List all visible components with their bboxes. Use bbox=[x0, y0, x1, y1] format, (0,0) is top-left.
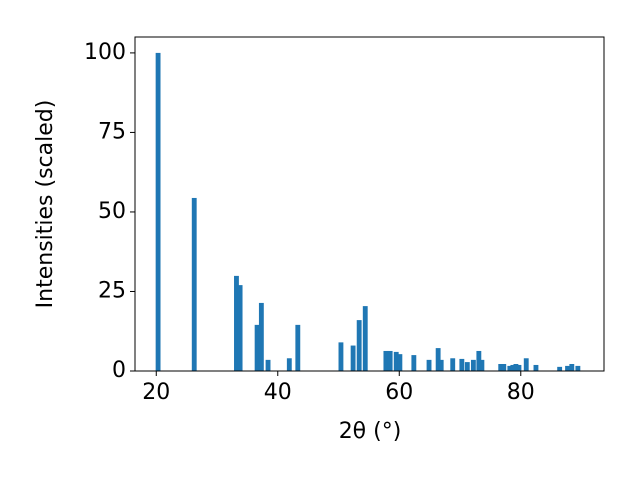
bar bbox=[464, 362, 470, 371]
y-tick-label: 75 bbox=[98, 119, 126, 144]
bar bbox=[507, 365, 513, 371]
y-tick-label: 0 bbox=[112, 358, 126, 383]
bar bbox=[479, 359, 485, 371]
bar bbox=[393, 351, 399, 371]
bar bbox=[295, 324, 301, 371]
bar bbox=[557, 366, 563, 371]
y-tick-label: 100 bbox=[84, 40, 126, 65]
bar bbox=[255, 348, 261, 371]
bar bbox=[450, 358, 456, 371]
bar bbox=[565, 365, 570, 371]
bar bbox=[459, 358, 465, 371]
bar bbox=[265, 359, 271, 371]
bar bbox=[362, 306, 368, 371]
bar bbox=[510, 364, 516, 371]
bar bbox=[501, 364, 507, 371]
bar bbox=[498, 364, 504, 371]
bar bbox=[237, 285, 243, 371]
bar bbox=[569, 364, 575, 371]
x-axis-label: 2θ (°) bbox=[339, 419, 402, 444]
bar bbox=[470, 359, 476, 371]
bar bbox=[383, 350, 389, 371]
bar bbox=[387, 350, 393, 371]
bar bbox=[575, 365, 581, 371]
bar bbox=[350, 345, 356, 371]
x-tick-label: 40 bbox=[264, 380, 292, 405]
bar bbox=[191, 197, 197, 371]
bar bbox=[411, 355, 417, 371]
bar bbox=[286, 358, 292, 371]
bar bbox=[533, 364, 539, 371]
bar bbox=[523, 358, 529, 371]
bar bbox=[397, 354, 403, 371]
bar bbox=[356, 320, 362, 371]
y-tick-label: 25 bbox=[98, 278, 126, 303]
bar bbox=[426, 359, 432, 371]
y-axis-label: Intensities (scaled) bbox=[33, 100, 58, 309]
plot-frame bbox=[134, 36, 605, 372]
bar bbox=[476, 350, 482, 371]
x-tick-label: 20 bbox=[142, 380, 170, 405]
bar bbox=[438, 359, 444, 371]
bar bbox=[258, 302, 264, 371]
bar bbox=[155, 52, 161, 372]
bar bbox=[435, 348, 441, 371]
x-tick-label: 60 bbox=[385, 380, 413, 405]
x-tick-label: 80 bbox=[507, 380, 535, 405]
bar bbox=[234, 275, 239, 371]
bar bbox=[338, 342, 344, 371]
bar bbox=[254, 324, 260, 371]
bar bbox=[513, 364, 519, 371]
y-tick-label: 50 bbox=[98, 199, 126, 224]
bar bbox=[516, 364, 522, 371]
